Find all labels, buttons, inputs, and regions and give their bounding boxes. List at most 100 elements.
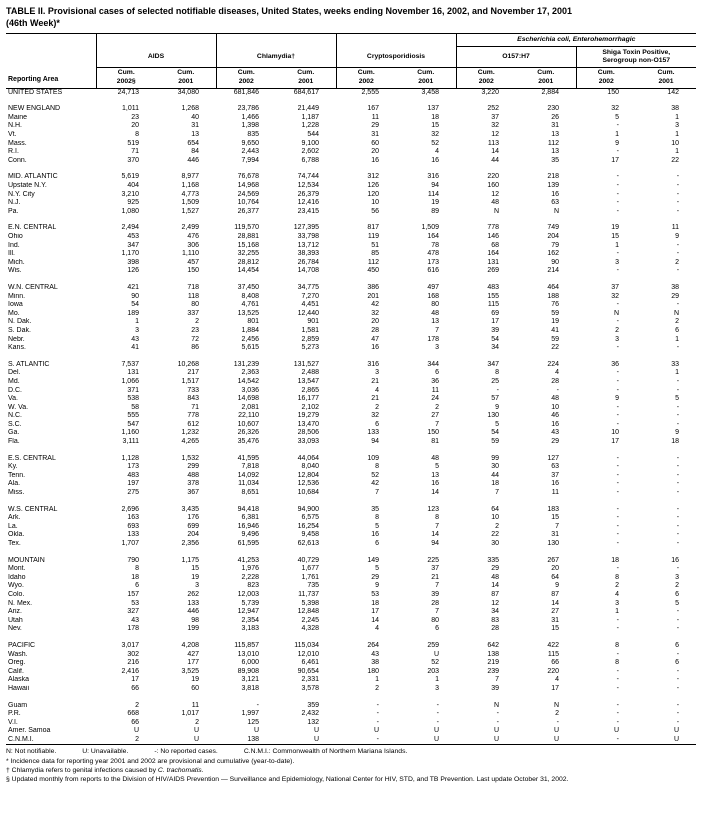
spacer-cell xyxy=(6,97,696,105)
value-cell: 14 xyxy=(491,582,499,590)
value-cell: 778 xyxy=(187,412,199,420)
table-row: Ill. 1,170 1,110 32,255 38,393 85 478 164 162 - - xyxy=(6,250,696,259)
reporting-area-cell: UNITED STATES xyxy=(8,88,63,96)
value-cell: 15 xyxy=(611,233,619,240)
value-cell: - xyxy=(676,412,680,420)
reporting-area-cell: N.C. xyxy=(8,412,22,420)
value-cell: 60 xyxy=(191,684,199,692)
header-spacer xyxy=(215,33,336,47)
value-cell: - xyxy=(676,207,680,215)
value-cell: 160 xyxy=(487,182,499,190)
value-cell: 616 xyxy=(427,267,439,275)
table-row: Ala. 197 378 11,034 12,536 42 16 18 16 - - xyxy=(6,480,696,489)
value-cell: 446 xyxy=(187,156,199,164)
value-cell: 35 xyxy=(551,156,559,164)
value-cell: - xyxy=(676,250,680,258)
value-cell: 16,254 xyxy=(297,522,319,530)
value-cell: 1,707 xyxy=(121,540,139,547)
value-cell: 1,017 xyxy=(181,710,199,718)
value-cell: U xyxy=(493,727,499,735)
value-cell: U xyxy=(253,727,259,735)
spacer-row xyxy=(6,498,696,506)
value-cell: 347 xyxy=(127,241,139,249)
reporting-area-cell: Nebr. xyxy=(8,335,25,343)
value-cell: - xyxy=(616,344,619,352)
column-header: Cum. 2001 xyxy=(516,67,576,89)
value-cell: 18 xyxy=(131,573,139,581)
value-cell: 3 xyxy=(615,599,619,607)
table-title-line2: (46th Week)* xyxy=(6,17,60,28)
value-cell: 74,744 xyxy=(297,173,319,181)
column-header: Cum. 2001 xyxy=(396,67,456,89)
value-cell: 31 xyxy=(371,131,379,139)
value-cell: - xyxy=(436,718,439,726)
value-cell: 9 xyxy=(675,233,680,240)
value-cell: - xyxy=(616,403,619,411)
value-cell: 371 xyxy=(127,386,139,394)
value-cell: 99 xyxy=(491,454,499,462)
value-cell: 2,494 xyxy=(121,224,139,232)
table-row: Mass. 519 654 9,650 9,100 60 52 113 112 9 10 xyxy=(6,140,696,149)
value-cell: 1 xyxy=(135,318,139,326)
value-cell: 5 xyxy=(495,420,499,428)
table-row: C.N.M.I. 2 U 138 U - U U U - U xyxy=(6,736,696,745)
value-cell: N xyxy=(673,309,680,317)
value-cell: 64 xyxy=(491,505,499,513)
value-cell: 11 xyxy=(671,224,680,232)
spacer-row xyxy=(6,634,696,642)
value-cell: 34,775 xyxy=(297,283,319,291)
value-cell: 51 xyxy=(371,241,379,249)
value-cell: 131,527 xyxy=(293,360,319,368)
value-cell: 24,569 xyxy=(237,190,259,198)
value-cell: 16 xyxy=(551,190,559,198)
value-cell: 203 xyxy=(427,667,439,675)
value-cell: 39 xyxy=(431,590,439,598)
table-row: R.I. 71 84 2,443 2,602 20 4 14 13 - 1 xyxy=(6,148,696,157)
value-cell: 3 xyxy=(375,369,379,377)
value-cell: 71 xyxy=(131,148,139,156)
chlamydia-group-header: Chlamydia† xyxy=(215,46,336,69)
footnote-dagger-period: . xyxy=(201,766,204,774)
value-cell: - xyxy=(616,667,619,675)
reporting-area-cell: R.I. xyxy=(8,148,19,156)
value-cell: - xyxy=(676,190,680,198)
value-cell: U xyxy=(193,727,199,735)
value-cell: 18 xyxy=(611,556,619,564)
value-cell: 6,788 xyxy=(301,156,319,164)
value-cell: 17 xyxy=(491,318,499,326)
reporting-area-cell: Ill. xyxy=(8,250,15,258)
value-cell: 43 xyxy=(131,616,139,624)
table-row: Okla. 133 204 9,496 9,458 16 14 22 31 - - xyxy=(6,531,696,540)
table-row: Iowa 54 80 4,761 4,451 42 80 115 76 - - xyxy=(6,301,696,310)
table-row: N.Y. City 3,210 4,773 24,569 26,379 120 114 12 1… xyxy=(6,191,696,200)
reporting-area-cell: Amer. Samoa xyxy=(8,727,51,735)
value-cell: 1,160 xyxy=(121,429,139,437)
value-cell: 2,081 xyxy=(241,403,259,411)
value-cell: 302 xyxy=(127,650,139,658)
value-cell: 22 xyxy=(671,156,680,164)
value-cell: 71 xyxy=(191,403,199,411)
value-cell: 48 xyxy=(431,309,439,317)
value-cell: 18 xyxy=(371,599,379,607)
value-cell: 197 xyxy=(127,480,139,488)
value-cell: 7,818 xyxy=(241,463,259,471)
value-cell: 1 xyxy=(675,148,680,156)
value-cell: 9 xyxy=(615,139,619,147)
value-cell: - xyxy=(616,514,619,522)
value-cell: 1,011 xyxy=(122,105,139,113)
value-cell: 1,168 xyxy=(181,182,199,190)
value-cell: 32,255 xyxy=(237,250,259,258)
value-cell: 52 xyxy=(431,659,439,667)
value-cell: 115 xyxy=(547,650,559,658)
value-cell: 2 xyxy=(195,318,199,326)
value-cell: 32 xyxy=(611,105,619,113)
value-cell: 139 xyxy=(547,182,559,190)
value-cell: 6 xyxy=(675,326,680,334)
value-cell: 2,696 xyxy=(121,505,139,513)
table-row: W.N. CENTRAL 421 718 37,450 34,775 386 497 483 4… xyxy=(6,284,696,293)
value-cell: 1 xyxy=(675,113,680,121)
reporting-area-cell: Guam xyxy=(8,701,28,709)
shiga-group-header-line2: Serogroup non-O157 xyxy=(602,57,671,65)
value-cell: 2,555 xyxy=(361,88,379,96)
value-cell: 38 xyxy=(671,283,680,291)
